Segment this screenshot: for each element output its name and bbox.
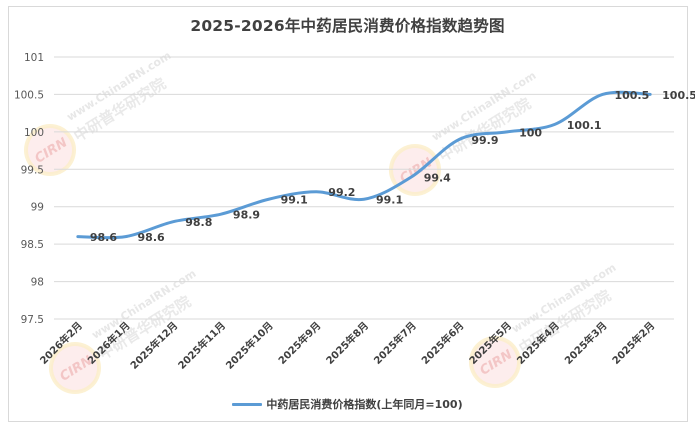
data-label: 99.2 bbox=[328, 186, 355, 199]
data-labels: 98.6 98.6 98.8 98.9 99.1 99.2 99.1 99.4 99.9 100 1… bbox=[90, 89, 695, 244]
legend-line-icon bbox=[232, 402, 263, 406]
x-tick-label: 2025年11月 bbox=[175, 319, 228, 372]
data-label: 99.9 bbox=[471, 134, 498, 147]
chart-frame bbox=[8, 6, 688, 422]
y-tick-label: 99.5 bbox=[21, 164, 44, 176]
data-label: 98.9 bbox=[233, 209, 260, 222]
data-label: 100.1 bbox=[567, 119, 602, 132]
data-label: 100.5 bbox=[614, 89, 649, 102]
data-label: 98.6 bbox=[90, 231, 117, 244]
x-tick-label: 2025年9月 bbox=[275, 319, 323, 367]
y-tick-label: 100 bbox=[24, 127, 44, 139]
data-label: 100 bbox=[519, 126, 542, 139]
x-tick-label: 2025年10月 bbox=[223, 319, 276, 372]
y-tick-label: 98 bbox=[31, 277, 44, 289]
x-tick-label: 2025年7月 bbox=[371, 319, 419, 367]
data-label: 100.5 bbox=[662, 89, 695, 102]
data-label: 98.8 bbox=[185, 216, 212, 229]
y-axis: 101 100.5 100 99.5 99 98.5 98 97.5 bbox=[14, 52, 44, 326]
gridlines bbox=[54, 56, 674, 320]
data-label: 98.6 bbox=[138, 231, 165, 244]
y-tick-label: 97.5 bbox=[21, 314, 44, 326]
legend-label: 中药居民消费价格指数(上年同月=100) bbox=[266, 398, 463, 411]
x-tick-label: 2025年8月 bbox=[323, 319, 371, 367]
y-tick-label: 100.5 bbox=[14, 89, 44, 101]
y-tick-label: 99 bbox=[31, 202, 44, 214]
data-label: 99.1 bbox=[376, 194, 403, 207]
data-label: 99.1 bbox=[281, 194, 308, 207]
y-tick-label: 98.5 bbox=[21, 239, 44, 251]
chart-title: 2025-2026年中药居民消费价格指数趋势图 bbox=[190, 17, 505, 35]
data-label: 99.4 bbox=[424, 171, 451, 184]
x-tick-label: 2025年6月 bbox=[419, 319, 467, 367]
x-tick-label: 2025年2月 bbox=[609, 319, 657, 367]
series-line[interactable] bbox=[76, 90, 652, 240]
y-tick-label: 101 bbox=[24, 52, 44, 64]
legend[interactable]: 中药居民消费价格指数(上年同月=100) bbox=[0, 396, 695, 412]
